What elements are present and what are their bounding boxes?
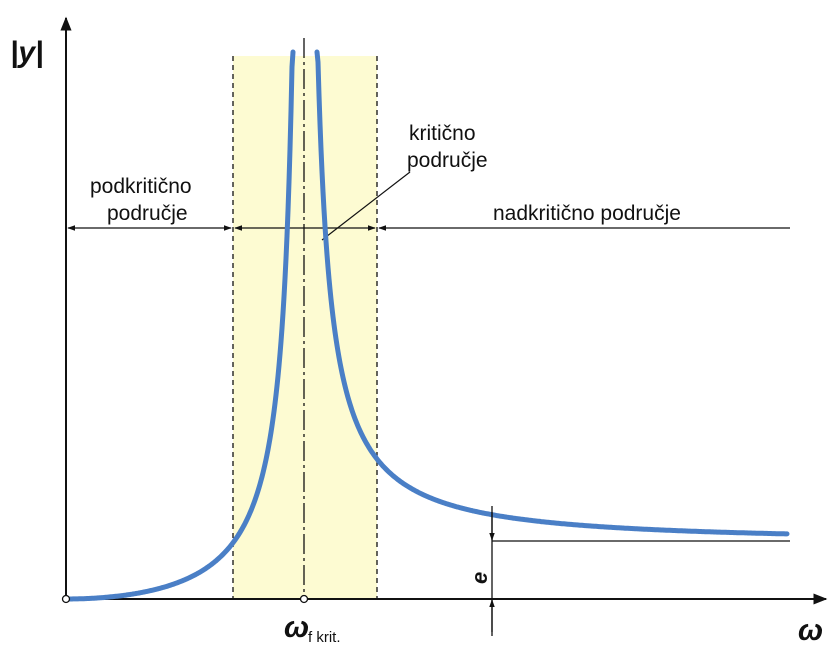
critical-speed-label: ω	[284, 611, 309, 644]
critical-speed-subscript: f krit.	[308, 629, 341, 646]
amplitude-curve-right-branch	[314, 49, 790, 537]
critical-speed-marker	[299, 594, 309, 604]
y-axis-label: |y|	[10, 36, 43, 69]
x-axis-label: ω	[798, 614, 823, 647]
critical-band	[233, 56, 377, 599]
amplitude-curve-left-branch	[65, 49, 296, 602]
subcritical-label-line2: područje	[107, 202, 188, 225]
critical-speed-symbol: ω	[284, 611, 309, 644]
subcritical-label-line1: podkritično	[90, 175, 192, 198]
critical-label-line2: područje	[407, 149, 488, 172]
origin-marker	[61, 594, 71, 604]
critical-label-line1: kritično	[409, 122, 476, 145]
eccentricity-label: e	[467, 572, 492, 584]
critical-label-leader	[321, 171, 411, 241]
supercritical-label: nadkritično područje	[493, 202, 681, 225]
